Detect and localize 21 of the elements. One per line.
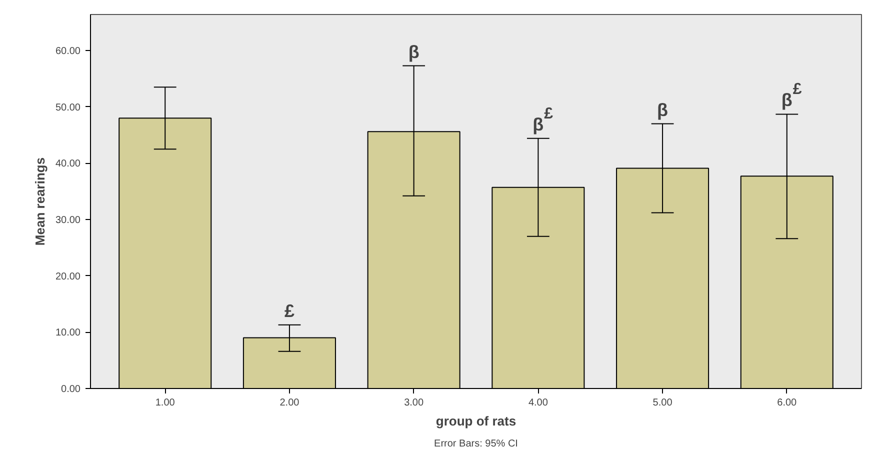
y-tick-label: 20.00 xyxy=(55,271,81,282)
y-tick-label: 50.00 xyxy=(55,102,81,114)
y-axis-title: Mean rearings xyxy=(32,157,48,246)
x-tick-label: 4.00 xyxy=(528,398,548,408)
x-tick-label: 1.00 xyxy=(155,398,176,408)
y-tick-label: 10.00 xyxy=(55,328,81,339)
x-tick-label: 2.00 xyxy=(280,398,300,408)
x-axis-title: group of rats xyxy=(436,414,516,428)
annotation: β xyxy=(408,42,420,62)
x-tick-label: 6.00 xyxy=(777,398,798,408)
x-tick-label: 3.00 xyxy=(404,398,424,408)
text: Error Bars: 95% CI xyxy=(434,438,518,450)
x-tick-label: 5.00 xyxy=(652,398,673,408)
y-tick-label: 60.00 xyxy=(55,46,81,58)
annotation: β£ xyxy=(781,81,802,110)
y-tick-label: 30.00 xyxy=(55,215,81,226)
y-tick-label: 40.00 xyxy=(55,158,81,170)
annotation: β£ xyxy=(532,105,554,134)
annotation: £ xyxy=(284,300,294,321)
annotation: β xyxy=(657,100,668,120)
y-tick-label: 0.00 xyxy=(61,384,81,395)
